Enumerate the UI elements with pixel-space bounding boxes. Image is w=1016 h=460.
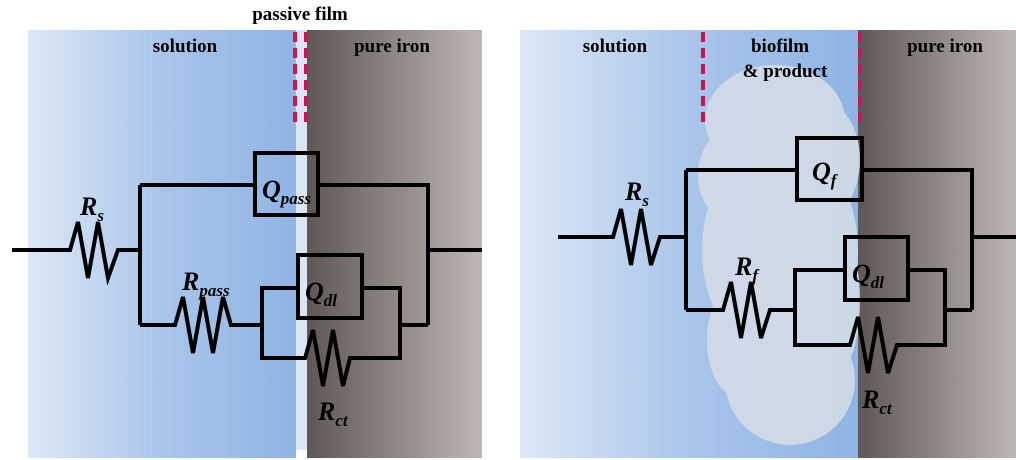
wire	[260, 286, 402, 387]
wire	[686, 281, 795, 339]
iron-region	[858, 30, 1016, 458]
biofilm-cloud	[698, 65, 860, 445]
iron-region	[307, 30, 482, 458]
element-label: Qdl	[305, 277, 337, 310]
left-panel: passive film solution pure iron Rs Qpass…	[12, 4, 482, 458]
element-label: Rf	[734, 252, 760, 285]
wire	[558, 208, 686, 266]
label: solution	[153, 36, 218, 57]
circuit	[558, 136, 1016, 374]
element-label: Qf	[812, 157, 839, 190]
label: pure iron	[354, 36, 430, 57]
cpe	[843, 235, 910, 302]
element-label: Qdl	[852, 259, 884, 292]
label: pure iron	[907, 36, 983, 57]
circuit	[12, 151, 482, 387]
film-region	[296, 30, 307, 450]
cpe	[296, 253, 364, 320]
wire	[140, 296, 262, 354]
wire	[793, 268, 947, 374]
element-label: Qpass	[262, 175, 311, 208]
label: & product	[743, 61, 828, 82]
label: passive film	[252, 4, 348, 25]
element-label: Rs	[79, 192, 104, 225]
element-label: Rct	[861, 385, 893, 418]
wire	[12, 221, 140, 286]
label: biofilm	[751, 36, 809, 57]
element-label: Rct	[317, 397, 349, 430]
element-label: Rs	[624, 177, 649, 210]
wire	[318, 183, 430, 325]
right-panel: solution biofilm & product pure iron Qf …	[520, 30, 1016, 458]
wire	[862, 168, 974, 310]
element-label: Rpass	[181, 267, 230, 300]
solution-region	[28, 30, 296, 458]
label: solution	[583, 36, 648, 57]
